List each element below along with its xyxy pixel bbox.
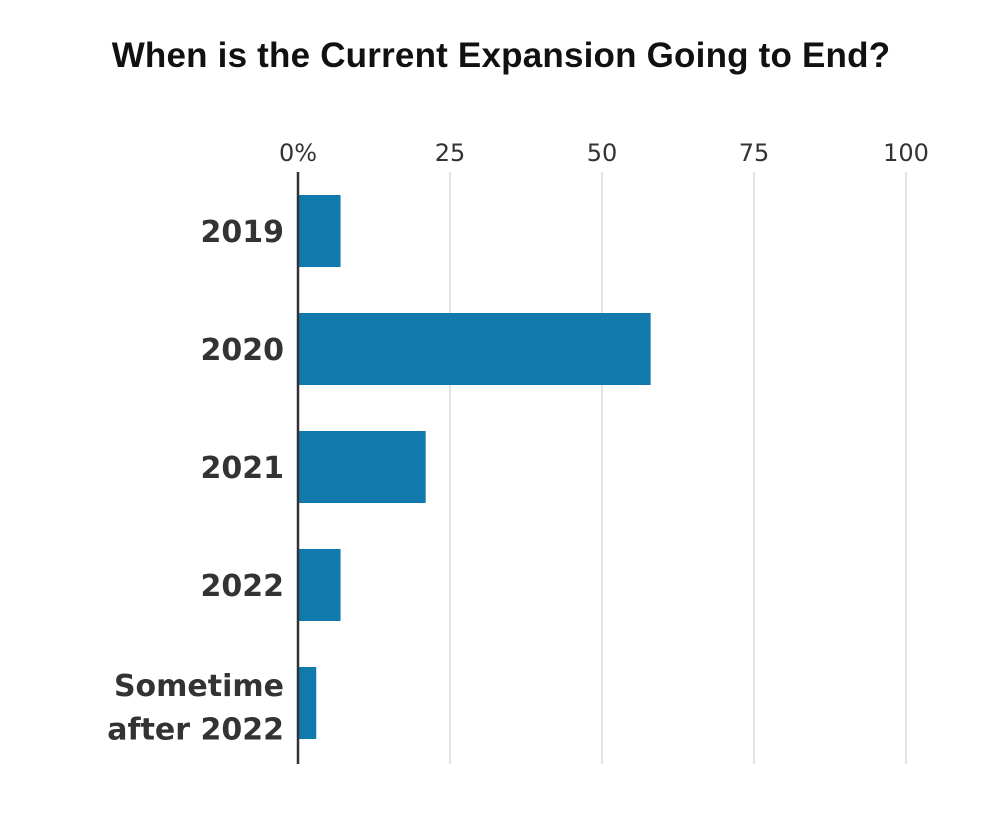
x-tick-label: 0% [279, 139, 317, 167]
bar-2022 [298, 549, 341, 621]
x-tick-label: 100 [883, 139, 929, 167]
category-label: 2022 [201, 569, 285, 604]
x-tick-labels: 0% 25 50 75 100 [279, 139, 929, 167]
x-tick-label: 25 [435, 139, 466, 167]
gridlines [449, 172, 907, 764]
bar-sometime-after-2022 [298, 667, 317, 739]
category-labels: 2019 2020 2021 2022 Sometime after 2022 [107, 215, 284, 748]
category-label: 2021 [201, 451, 285, 486]
category-label: Sometime after 2022 [107, 669, 284, 748]
bars [298, 195, 651, 739]
chart-title: When is the Current Expansion Going to E… [111, 36, 891, 75]
bar-2020 [298, 313, 651, 385]
x-tick-label: 75 [739, 139, 770, 167]
bar-2019 [298, 195, 341, 267]
x-tick-label: 50 [587, 139, 618, 167]
category-label: 2019 [201, 215, 285, 250]
bar-2021 [298, 431, 426, 503]
category-label: 2020 [201, 333, 285, 368]
